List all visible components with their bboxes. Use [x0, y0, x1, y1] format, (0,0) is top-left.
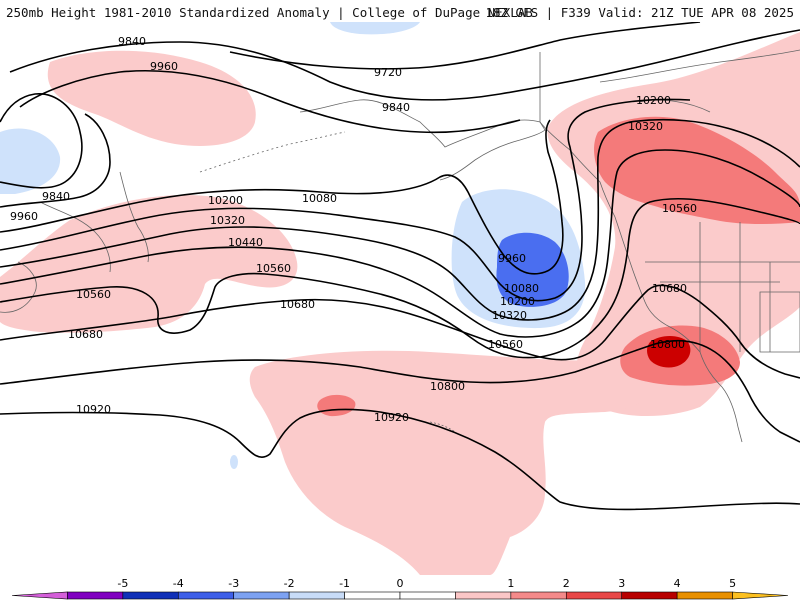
- contour-10680: [0, 284, 800, 379]
- contour-label: 10440: [228, 236, 263, 249]
- contour-label: 10320: [210, 214, 245, 227]
- contour-9840-north: [9, 29, 800, 101]
- contour-label: 10200: [636, 94, 671, 107]
- negative-anomaly-top: [330, 22, 420, 35]
- colorbar-tick-label: 3: [618, 577, 625, 590]
- contour-10320: [0, 118, 800, 321]
- colorbar-segment: [233, 591, 290, 600]
- contour-10440: [0, 149, 800, 338]
- contour-label: 10560: [662, 202, 697, 215]
- contour-label: 10200: [500, 295, 535, 308]
- contour-10200: [0, 98, 691, 302]
- contour-label: 9960: [498, 252, 526, 265]
- alaska-coast: [299, 99, 546, 181]
- asia-coast: [0, 171, 149, 313]
- us-states: [645, 222, 800, 353]
- colorbar-graphic: -5 -4 -3 -2 -1 0 1 2 3 4 5: [11, 577, 789, 600]
- colorbar-tick-label: -5: [117, 577, 128, 590]
- colorbar-tick-label: 4: [674, 577, 681, 590]
- contour-labels: 9840 9960 9720 9840 9840 9960 10080 1020…: [10, 35, 697, 424]
- colorbar-segment: [399, 591, 456, 600]
- contour-label: 10800: [430, 380, 465, 393]
- contour-label: 10680: [652, 282, 687, 295]
- colorbar-tick-label: 5: [729, 577, 736, 590]
- colorbar-segment: [122, 591, 179, 600]
- contour-10800: [0, 339, 800, 443]
- colorbar-segment: [565, 591, 623, 600]
- height-contours: [0, 22, 800, 511]
- map-title: 250mb Height 1981-2010 Standardized Anom…: [6, 5, 533, 20]
- hawaiian-islands: [429, 421, 456, 433]
- contour-9840-west: [0, 93, 83, 189]
- contour-label: 9960: [150, 60, 178, 73]
- contour-label: 9960: [10, 210, 38, 223]
- coastlines: [0, 49, 800, 443]
- negative-anomaly-trough-core: [496, 232, 569, 307]
- colorbar-segment: [344, 591, 401, 600]
- colorbar-tick-label: -2: [284, 577, 295, 590]
- contour-label: 9720: [374, 66, 402, 79]
- colorbar-tick-label: -1: [339, 577, 350, 590]
- north-america-coast: [539, 121, 743, 443]
- contour-label: 10560: [76, 288, 111, 301]
- header-bar: 250mb Height 1981-2010 Standardized Anom…: [0, 0, 800, 22]
- contour-label: 10560: [488, 338, 523, 351]
- map-panel: 9840 9960 9720 9840 9840 9960 10080 1020…: [0, 22, 800, 575]
- colorbar-segment: [11, 591, 68, 600]
- colorbar-segment: [732, 591, 789, 600]
- aleutian-islands: [199, 131, 346, 173]
- contour-label: 10920: [374, 411, 409, 424]
- contour-label: 10560: [256, 262, 291, 275]
- contour-10560-west: [0, 197, 800, 359]
- contour-label: 10800: [650, 338, 685, 351]
- colorbar: -5 -4 -3 -2 -1 0 1 2 3 4 5: [0, 575, 800, 600]
- contour-label: 10080: [504, 282, 539, 295]
- contour-label: 10680: [280, 298, 315, 311]
- contour-label: 10320: [492, 309, 527, 322]
- positive-anomaly-west-band: [0, 194, 298, 333]
- colorbar-tick-label: 2: [563, 577, 570, 590]
- colorbar-tick-label: -3: [228, 577, 239, 590]
- contour-9960-north: [19, 69, 521, 134]
- contour-label: 10200: [208, 194, 243, 207]
- contour-label: 10320: [628, 120, 663, 133]
- colorbar-segment: [676, 591, 733, 600]
- contour-label: 10680: [68, 328, 103, 341]
- negative-anomaly-west: [0, 128, 61, 194]
- negative-anomaly-small: [230, 455, 238, 469]
- colorbar-segment: [510, 591, 567, 600]
- colorbar-tick-label: 1: [507, 577, 514, 590]
- positive-anomaly-canada-core: [594, 116, 800, 225]
- colorbar-tick-label: 0: [397, 577, 404, 590]
- contour-label: 10080: [302, 192, 337, 205]
- colorbar-segment: [455, 591, 512, 600]
- contour-9960-west: [0, 113, 111, 208]
- anomaly-map: 9840 9960 9720 9840 9840 9960 10080 1020…: [0, 22, 800, 575]
- contour-10920: [0, 408, 800, 511]
- contour-label: 9840: [382, 101, 410, 114]
- colorbar-segment: [177, 591, 235, 600]
- contour-label: 9840: [118, 35, 146, 48]
- contour-10080: [0, 119, 564, 275]
- colorbar-segment: [621, 591, 678, 600]
- colorbar-tick-label: -4: [173, 577, 184, 590]
- colorbar-segment: [67, 591, 124, 600]
- contour-label: 9840: [42, 190, 70, 203]
- colorbar-segment: [288, 591, 345, 600]
- run-info: 18Z GFS | F339 Valid: 21Z TUE APR 08 202…: [485, 5, 794, 20]
- contour-label: 10920: [76, 403, 111, 416]
- contour-9720: [229, 22, 701, 70]
